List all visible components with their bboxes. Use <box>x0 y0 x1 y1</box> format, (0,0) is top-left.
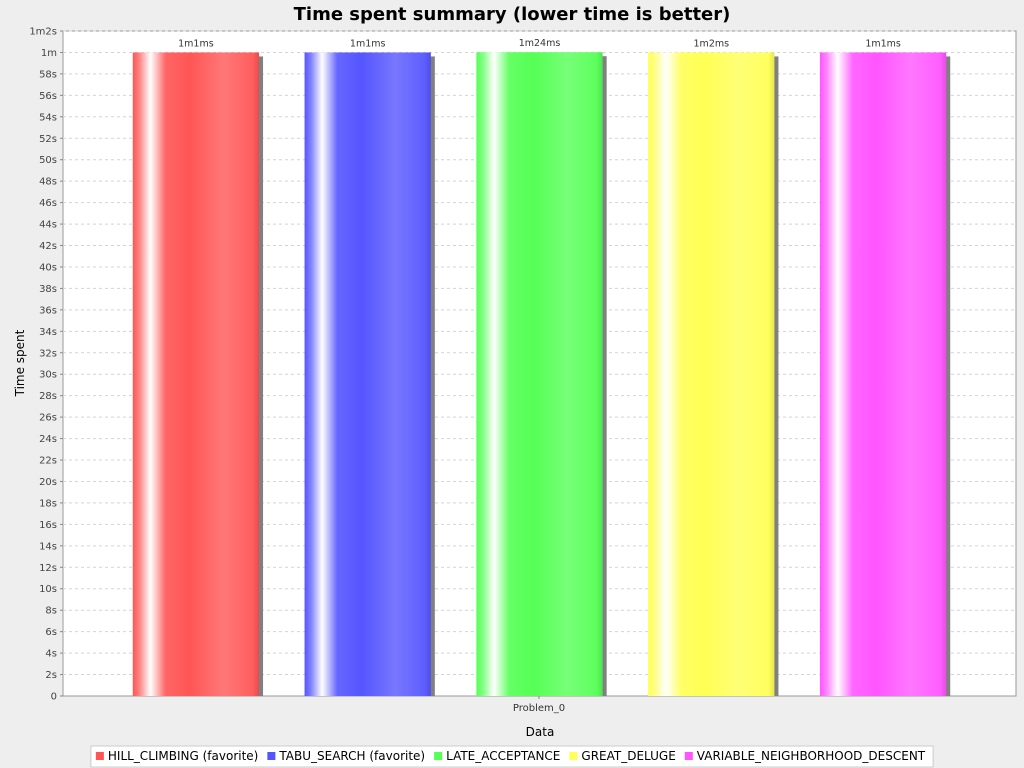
y-tick-label: 34s <box>39 327 57 338</box>
legend-swatch <box>267 752 276 760</box>
y-tick-label: 20s <box>39 477 57 488</box>
y-tick-label: 46s <box>39 198 57 209</box>
y-tick-label: 10s <box>39 584 57 595</box>
y-tick-label: 52s <box>39 134 57 145</box>
bar-value-label: 1m24ms <box>519 38 561 49</box>
legend-label: TABU_SEARCH (favorite) <box>278 749 425 763</box>
y-tick-label: 58s <box>39 69 57 80</box>
y-axis: 0 2s 4s 6s 8s 10s 12s 14s 16s 18s 20s 22s 24s 26s 28s 3… <box>29 27 63 703</box>
y-tick-label: 24s <box>39 434 57 445</box>
legend-swatch <box>569 752 578 760</box>
bar-value-label: 1m1ms <box>865 38 901 49</box>
bar <box>648 52 775 696</box>
y-tick-label: 16s <box>39 520 57 531</box>
y-tick-label: 6s <box>45 627 57 638</box>
y-tick-label: 56s <box>39 91 57 102</box>
y-tick-label: 18s <box>39 498 57 509</box>
chart-title: Time spent summary (lower time is better… <box>294 4 731 25</box>
bar-value-label: 1m2ms <box>694 38 730 49</box>
y-tick-label: 2s <box>45 670 57 681</box>
y-tick-label: 14s <box>39 541 57 552</box>
y-tick-label: 40s <box>39 262 57 273</box>
x-axis: Problem_0 <box>513 696 565 714</box>
bar-value-label: 1m1ms <box>178 38 214 49</box>
y-tick-label: 1m <box>41 48 57 59</box>
legend-swatch <box>95 752 104 760</box>
y-tick-label: 8s <box>45 606 57 617</box>
bar-value-label: 1m1ms <box>350 38 386 49</box>
y-tick-label: 32s <box>39 348 57 359</box>
y-tick-label: 36s <box>39 305 57 316</box>
bar <box>132 52 260 696</box>
bar <box>476 52 603 696</box>
y-tick-label: 28s <box>39 391 57 402</box>
legend-box <box>90 745 934 768</box>
legend-swatch <box>684 752 693 760</box>
x-axis-title: Data <box>526 725 555 739</box>
legend-label: VARIABLE_NEIGHBORHOOD_DESCENT <box>697 749 926 763</box>
bars-layer: 1m1ms 1m1ms 1m24ms 1m2ms 1m1ms <box>132 38 951 696</box>
legend-label: LATE_ACCEPTANCE <box>446 749 560 763</box>
legend-label: GREAT_DELUGE <box>581 749 675 763</box>
y-tick-label: 4s <box>45 649 57 660</box>
legend: HILL_CLIMBING (favorite) TABU_SEARCH (fav… <box>90 745 934 768</box>
y-tick-label: 22s <box>39 456 57 467</box>
y-axis-title: Time spent <box>13 329 27 397</box>
bar <box>819 52 947 696</box>
y-tick-label: 26s <box>39 413 57 424</box>
bar <box>304 52 431 696</box>
y-tick-label: 0 <box>51 692 57 703</box>
y-tick-label: 42s <box>39 241 57 252</box>
y-tick-label: 50s <box>39 155 57 166</box>
y-tick-label: 1m2s <box>29 27 57 38</box>
x-category-label: Problem_0 <box>513 703 565 714</box>
y-tick-label: 44s <box>39 220 57 231</box>
y-tick-label: 54s <box>39 112 57 123</box>
y-tick-label: 38s <box>39 284 57 295</box>
legend-label: HILL_CLIMBING (favorite) <box>108 749 259 763</box>
y-tick-label: 48s <box>39 177 57 188</box>
y-tick-label: 12s <box>39 563 57 574</box>
y-tick-label: 30s <box>39 370 57 381</box>
legend-swatch <box>434 752 443 760</box>
